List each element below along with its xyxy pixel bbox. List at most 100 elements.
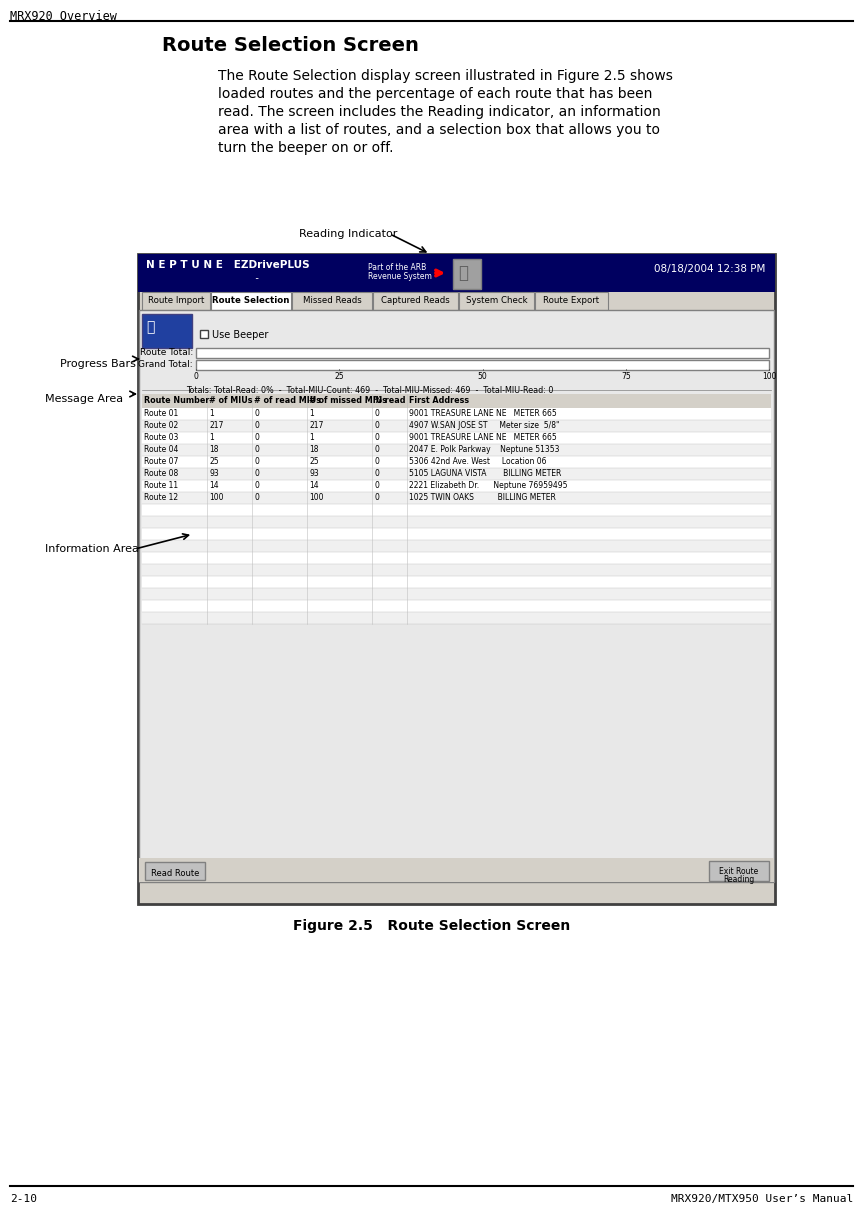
Text: 2221 Elizabeth Dr.      Neptune 76959495: 2221 Elizabeth Dr. Neptune 76959495 [409,482,568,490]
Text: 0: 0 [254,470,259,478]
Text: 0: 0 [254,458,259,466]
Bar [139,858,774,883]
Text: Reading: Reading [723,875,754,884]
Text: Route 07: Route 07 [144,458,179,466]
Text: Route Number: Route Number [144,396,210,405]
FancyBboxPatch shape [459,293,534,310]
Text: 0: 0 [254,421,259,431]
Text: 217: 217 [209,421,224,431]
Text: 1: 1 [309,433,314,442]
Text: 75: 75 [620,371,631,381]
FancyBboxPatch shape [138,254,775,904]
Bar [142,612,771,624]
Bar [138,254,775,293]
Text: # of missed MIUs: # of missed MIUs [309,396,387,405]
Text: read. The screen includes the Reading indicator, an information: read. The screen includes the Reading in… [218,104,661,119]
Text: 5306 42nd Ave. West     Location 06: 5306 42nd Ave. West Location 06 [409,458,546,466]
Text: % read: % read [374,396,406,405]
Text: 25: 25 [309,458,318,466]
Text: 🗑: 🗑 [458,263,468,282]
Bar [142,314,192,348]
Text: 18: 18 [309,446,318,454]
Text: area with a list of routes, and a selection box that allows you to: area with a list of routes, and a select… [218,123,660,137]
Text: # of read MIUs: # of read MIUs [254,396,321,405]
Text: 🚛: 🚛 [146,320,154,334]
Text: -: - [146,273,259,283]
Text: 14: 14 [309,482,318,490]
Text: 0: 0 [374,494,379,503]
Text: Totals: Total-Read: 0%  -  Total-MIU-Count: 469  -  Total-MIU-Missed: 469  -  To: Totals: Total-Read: 0% - Total-MIU-Count… [186,386,553,395]
Bar [142,480,771,492]
Text: The Route Selection display screen illustrated in Figure 2.5 shows: The Route Selection display screen illus… [218,69,673,83]
Text: 217: 217 [309,421,324,431]
Bar [142,588,771,600]
Text: 1: 1 [209,409,214,419]
Text: turn the beeper on or off.: turn the beeper on or off. [218,141,394,155]
Text: Part of the ARB: Part of the ARB [368,263,426,272]
Text: Route Export: Route Export [544,296,600,305]
Text: 100: 100 [209,494,224,503]
Bar [196,361,769,370]
FancyBboxPatch shape [709,861,769,881]
Text: N E P T U N E   EZDrivePLUS: N E P T U N E EZDrivePLUS [146,260,310,270]
Text: 100: 100 [762,371,776,381]
Text: Grand Total:: Grand Total: [138,361,193,369]
FancyBboxPatch shape [292,293,372,310]
Text: Reading Indicator: Reading Indicator [299,229,397,239]
Bar [142,432,771,444]
Text: 0: 0 [254,409,259,419]
Text: 1: 1 [209,433,214,442]
Bar [139,310,774,883]
Text: 18: 18 [209,446,218,454]
Text: Route 08: Route 08 [144,470,179,478]
Text: Exit Route: Exit Route [720,867,759,877]
Text: 0: 0 [374,470,379,478]
Text: Route 01: Route 01 [144,409,179,419]
Bar [453,259,481,289]
Text: 0: 0 [254,446,259,454]
Text: 93: 93 [209,470,218,478]
Text: 0: 0 [374,482,379,490]
Text: 9001 TREASURE LANE NE   METER 665: 9001 TREASURE LANE NE METER 665 [409,409,557,419]
Text: 0: 0 [193,371,198,381]
Text: 08/18/2004 12:38 PM: 08/18/2004 12:38 PM [653,263,765,274]
FancyBboxPatch shape [145,862,205,880]
Text: Route Selection Screen: Route Selection Screen [161,36,419,55]
Bar [142,552,771,565]
Text: Route 03: Route 03 [144,433,179,442]
Text: 1: 1 [309,409,314,419]
Text: Revenue System: Revenue System [368,272,432,280]
Text: Route Selection: Route Selection [212,296,290,305]
Text: 0: 0 [254,482,259,490]
Bar [142,516,771,528]
FancyBboxPatch shape [535,293,608,310]
Bar [142,492,771,504]
Bar [139,310,774,883]
Text: MRX920/MTX950 User’s Manual: MRX920/MTX950 User’s Manual [671,1195,853,1204]
Text: Route 02: Route 02 [144,421,179,431]
Text: System Check: System Check [466,296,527,305]
Text: 100: 100 [309,494,324,503]
Text: Use Beeper: Use Beeper [212,330,268,340]
Bar [142,600,771,612]
FancyBboxPatch shape [142,293,210,310]
Text: Captured Reads: Captured Reads [381,296,450,305]
Text: 5105 LAGUNA VISTA       BILLING METER: 5105 LAGUNA VISTA BILLING METER [409,470,561,478]
Text: 0: 0 [374,409,379,419]
Text: 0: 0 [254,494,259,503]
Text: Route 11: Route 11 [144,482,178,490]
Text: 25: 25 [335,371,344,381]
Text: 0: 0 [254,433,259,442]
Text: # of MIUs: # of MIUs [209,396,253,405]
FancyBboxPatch shape [373,293,458,310]
Bar [142,575,771,588]
Text: 2047 E. Polk Parkway    Neptune 51353: 2047 E. Polk Parkway Neptune 51353 [409,446,559,454]
Bar [142,528,771,540]
Text: First Address: First Address [409,396,469,405]
Bar [142,456,771,469]
Text: Route 12: Route 12 [144,494,178,503]
Text: 93: 93 [309,470,318,478]
Bar [142,395,771,408]
Bar [200,330,208,337]
Text: 25: 25 [209,458,218,466]
